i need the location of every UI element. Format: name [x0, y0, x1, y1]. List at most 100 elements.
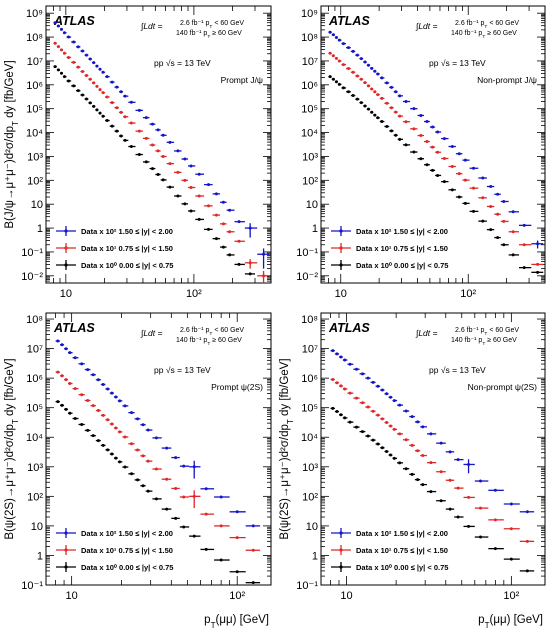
- data-point: [183, 202, 187, 206]
- x-axis-label: pT(μμ) [GeV]: [204, 614, 269, 630]
- data-point: [150, 143, 154, 147]
- atlas-label: ATLAS: [328, 321, 370, 335]
- data-point: [76, 65, 80, 69]
- data-point: [110, 422, 114, 426]
- y-tick-label: 10: [31, 521, 43, 533]
- data-point: [56, 24, 60, 28]
- data-point: [214, 192, 218, 196]
- y-tick-label: 1: [37, 223, 43, 235]
- data-point: [165, 477, 169, 481]
- data-point: [123, 94, 127, 98]
- data-point: [136, 478, 140, 482]
- y-tick-label: 10⁹: [301, 8, 318, 20]
- y-tick-label: 10³: [302, 462, 318, 474]
- data-point: [472, 166, 476, 170]
- atlas-label: ATLAS: [53, 321, 95, 335]
- data-point: [156, 173, 160, 177]
- data-point: [328, 75, 332, 79]
- data-point: [119, 134, 123, 138]
- legend-label: Data x 10⁰ 0.00 ≤ |y| < 0.75: [81, 563, 173, 572]
- data-point: [204, 547, 208, 551]
- data-point: [429, 490, 433, 494]
- data-point: [183, 178, 187, 182]
- data-point: [394, 133, 398, 137]
- data-point: [146, 489, 150, 493]
- data-point: [115, 85, 119, 89]
- data-point: [262, 252, 266, 256]
- data-point: [416, 449, 420, 453]
- process-label: Non-prompt ψ(2S): [468, 382, 538, 392]
- data-point: [481, 219, 485, 223]
- data-point: [380, 417, 384, 421]
- data-point: [450, 164, 454, 168]
- data-point: [425, 140, 429, 144]
- data-point: [472, 209, 476, 213]
- data-point: [197, 217, 201, 221]
- data-point: [56, 339, 60, 343]
- data-point: [392, 399, 396, 403]
- data-point: [493, 547, 497, 551]
- lumi-line-1: 2.6 fb⁻¹ pT < 60 GeV: [180, 20, 244, 30]
- legend-marker: [339, 565, 343, 569]
- data-point: [182, 464, 186, 468]
- data-point: [479, 479, 483, 483]
- data-point: [489, 185, 493, 189]
- data-point: [496, 212, 500, 216]
- data-point: [456, 515, 460, 519]
- y-tick-label: 10²: [302, 175, 318, 187]
- y-tick-label: 10⁴: [26, 432, 43, 444]
- data-point: [404, 143, 408, 147]
- data-point: [92, 61, 96, 65]
- legend-label: Data x 10⁰ 0.00 ≤ |y| < 0.75: [356, 261, 448, 270]
- data-point: [419, 113, 423, 117]
- data-point: [80, 393, 84, 397]
- data-point: [182, 495, 186, 499]
- data-point: [343, 416, 347, 420]
- lumi-integral: ∫Ldt =: [415, 328, 438, 338]
- data-point: [62, 31, 66, 35]
- data-point: [331, 406, 335, 410]
- data-point: [355, 74, 359, 78]
- data-point: [119, 90, 123, 94]
- data-point: [174, 456, 178, 460]
- data-point: [150, 167, 154, 171]
- data-point: [363, 104, 367, 108]
- data-point: [412, 150, 416, 154]
- data-point: [91, 373, 95, 377]
- data-point: [144, 160, 148, 164]
- data-point: [361, 401, 365, 405]
- y-tick-label: 10⁶: [26, 80, 43, 92]
- data-point: [161, 178, 165, 182]
- y-tick-label: 10²: [302, 491, 318, 503]
- legend-label: Data x 10² 1.50 ≤ |y| < 2.00: [81, 227, 173, 236]
- y-tick-label: 10⁻¹: [21, 247, 43, 259]
- data-point: [331, 349, 335, 353]
- legend-label: Data x 10⁰ 0.00 ≤ |y| < 0.75: [81, 261, 173, 270]
- data-point: [56, 370, 60, 374]
- data-point: [91, 434, 95, 438]
- data-point: [509, 502, 513, 506]
- data-point: [114, 456, 118, 460]
- data-point: [98, 111, 102, 115]
- data-point: [394, 110, 398, 114]
- data-point: [137, 153, 141, 157]
- data-point: [493, 488, 497, 492]
- data-point: [398, 432, 402, 436]
- data-point: [337, 38, 341, 42]
- data-point: [86, 399, 90, 403]
- legend-label: Data x 10¹ 0.75 ≤ |y| < 1.50: [81, 546, 173, 555]
- data-point: [392, 427, 396, 431]
- legend-marker: [339, 531, 343, 535]
- data-point: [355, 97, 359, 101]
- data-point: [385, 124, 389, 128]
- chart-panel: 10 10² 10⁻² 10⁻¹ 1 10 10² 10³ 10⁴ 10⁵ 10⁶ 10⁷ 10⁸ 10⁹…: [4, 5, 272, 300]
- data-point: [76, 45, 80, 49]
- data-point: [351, 70, 355, 74]
- data-point: [389, 106, 393, 110]
- y-tick-label: 10⁴: [301, 128, 318, 140]
- data-point: [416, 420, 420, 424]
- data-point: [416, 478, 420, 482]
- data-point: [376, 384, 380, 388]
- data-point: [337, 82, 341, 86]
- plot-frame: [45, 312, 272, 586]
